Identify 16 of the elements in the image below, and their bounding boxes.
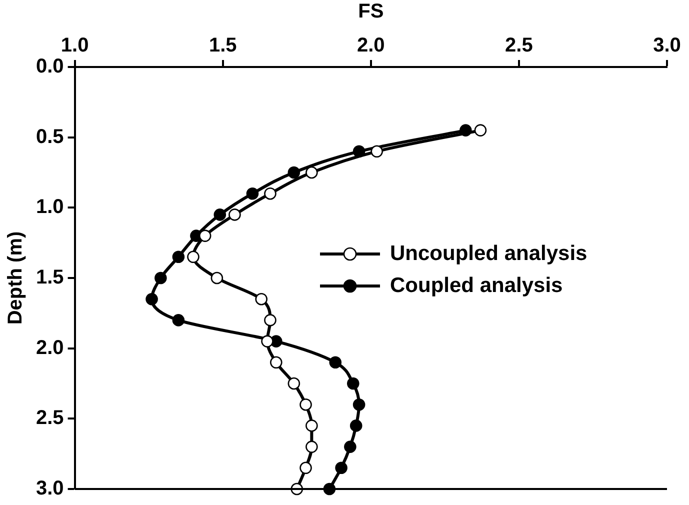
y-tick-label: 0.0 xyxy=(36,56,64,78)
y-tick-label: 1.5 xyxy=(36,266,64,289)
x-axis-title: FS xyxy=(358,0,384,23)
y-tick-label: 1.0 xyxy=(36,196,64,218)
y-tick-label: 2.0 xyxy=(36,336,64,359)
y-axis-title: Depth (m) xyxy=(4,231,27,325)
legend-label: Coupled analysis xyxy=(390,274,563,298)
x-tick-label: 1.0 xyxy=(60,34,89,57)
x-tick-label: 3.0 xyxy=(653,34,681,57)
legend-label: Uncoupled analysis xyxy=(390,242,588,266)
y-tick-label: 3.0 xyxy=(36,478,64,500)
x-tick-label: 2.5 xyxy=(505,34,533,57)
y-tick-label: 2.5 xyxy=(36,407,64,430)
x-tick-label: 1.5 xyxy=(208,34,237,57)
x-tick-label: 2.0 xyxy=(356,34,385,57)
y-tick-label: 0.5 xyxy=(36,126,64,148)
